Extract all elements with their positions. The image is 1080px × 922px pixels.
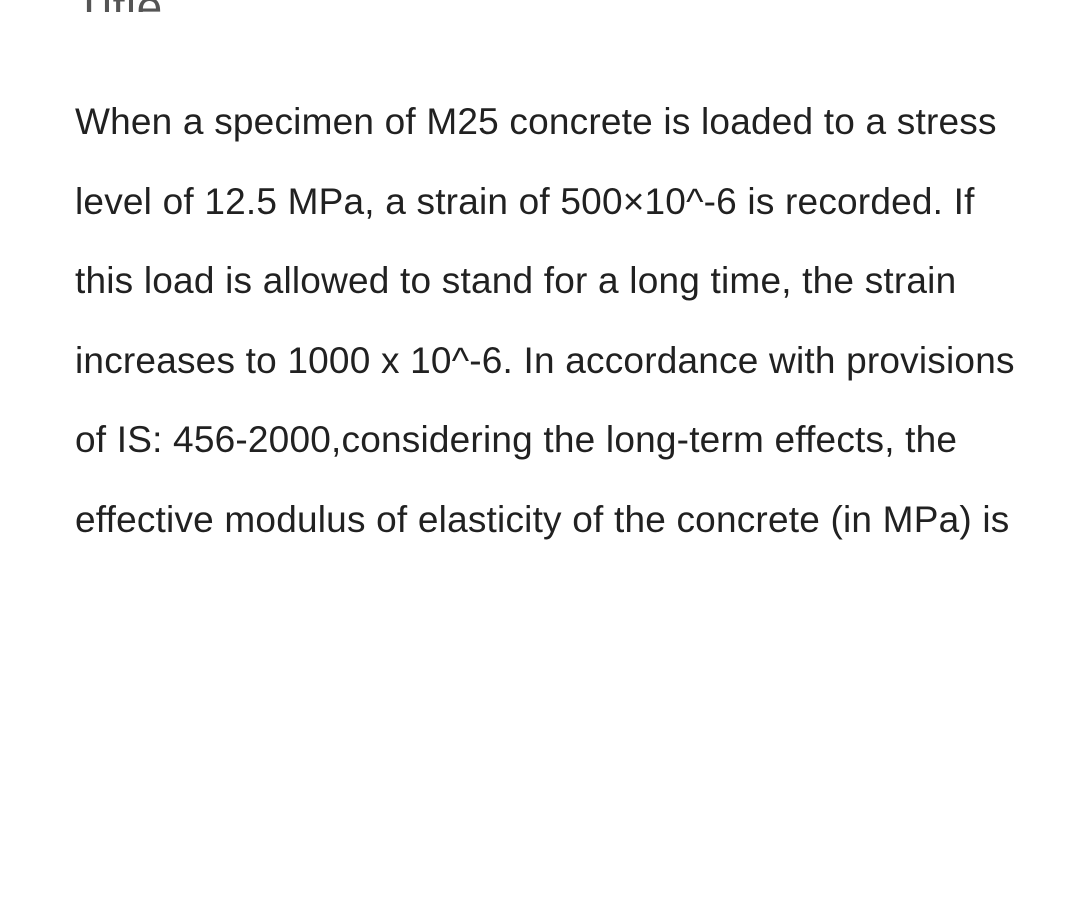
title-remnant: Title [75, 0, 163, 12]
question-text: When a specimen of M25 concrete is loade… [75, 82, 1020, 559]
question-content: When a specimen of M25 concrete is loade… [75, 82, 1020, 559]
